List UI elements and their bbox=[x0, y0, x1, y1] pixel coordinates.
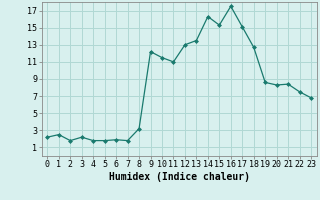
X-axis label: Humidex (Indice chaleur): Humidex (Indice chaleur) bbox=[109, 172, 250, 182]
